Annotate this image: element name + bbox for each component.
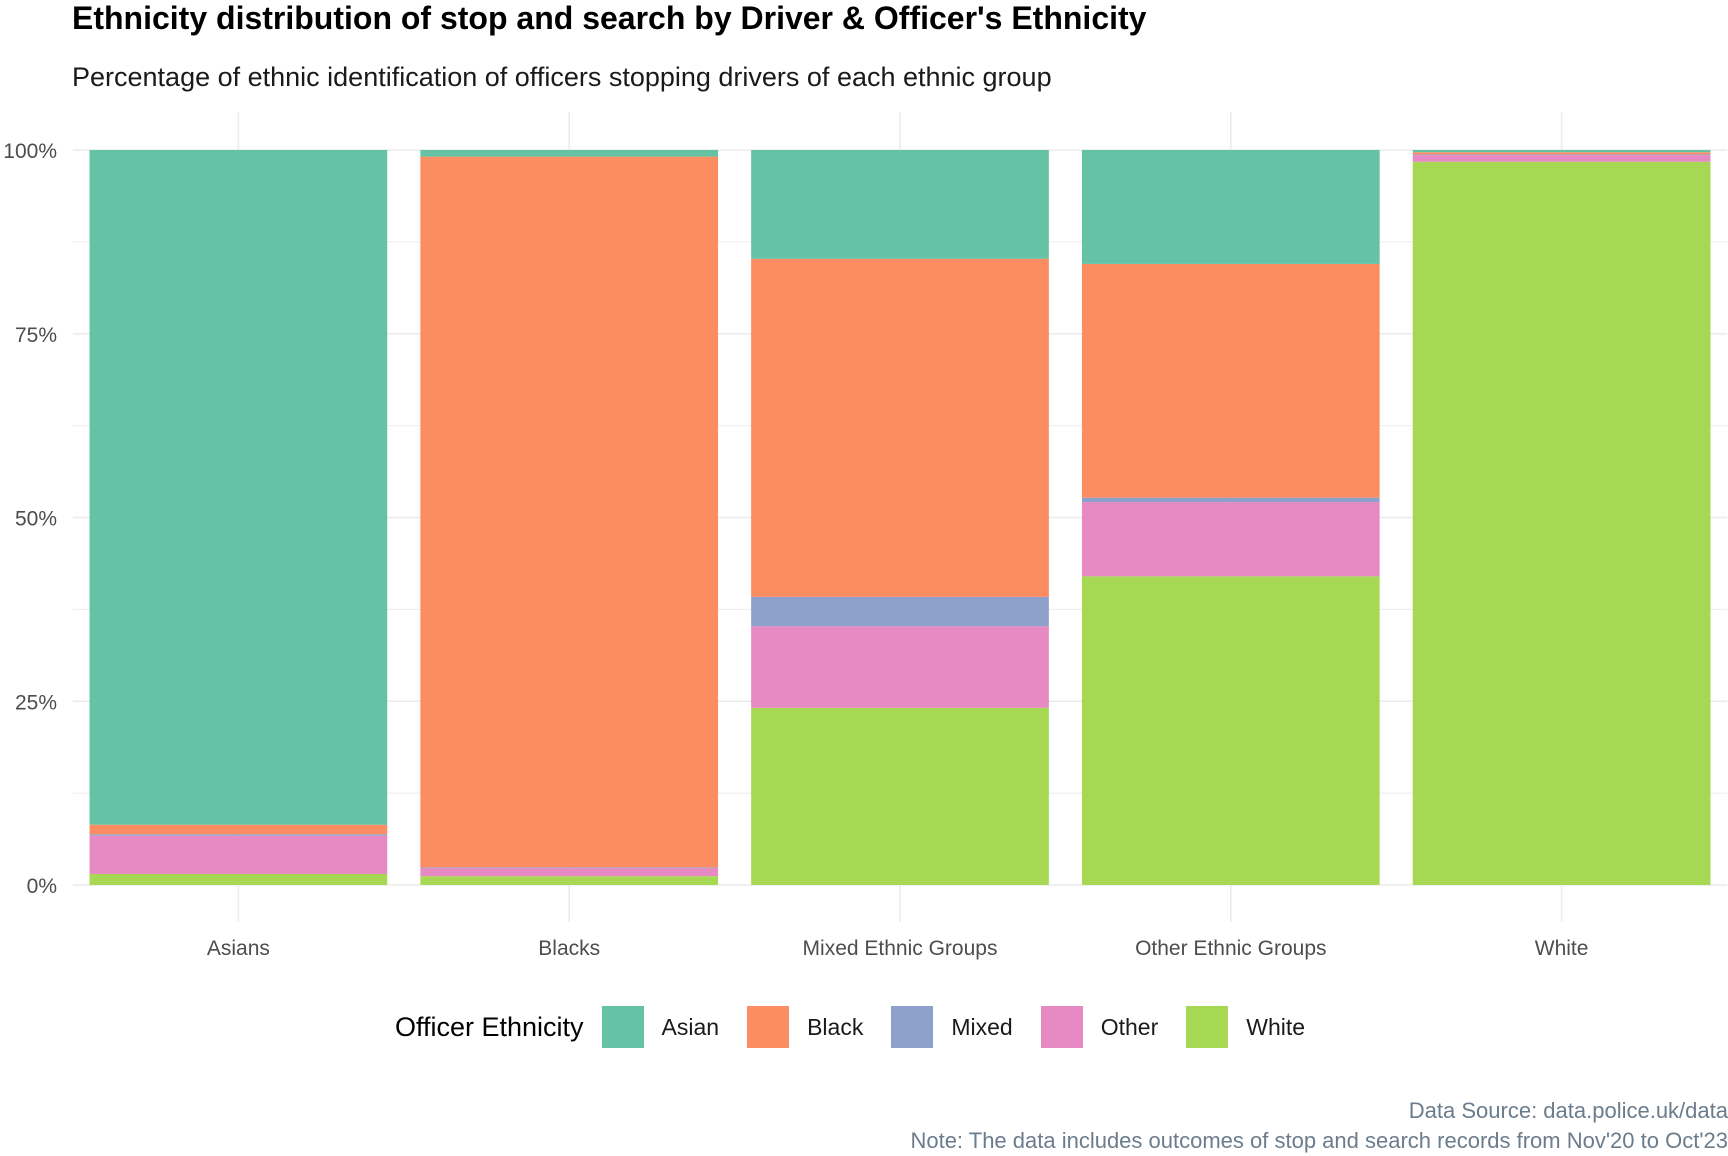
legend-swatch [1040,1006,1083,1048]
x-tick-label: Asians [207,937,270,960]
legend-label: Asian [661,1013,720,1040]
chart-subtitle: Percentage of ethnic identification of o… [72,62,1052,92]
legend-swatch [747,1006,790,1048]
x-tick-label: Other Ethnic Groups [1135,937,1326,960]
x-tick-label: Mixed Ethnic Groups [803,937,998,960]
bar-segment-mixed [1081,497,1380,503]
bar-segment-other [420,868,719,877]
chart-title: Ethnicity distribution of stop and searc… [72,0,1147,36]
y-tick-label: 0% [27,875,57,898]
bar-segment-other [89,835,388,874]
bar-segment-asian [89,150,388,825]
legend-item-other: Other [1040,1006,1173,1048]
bar-segment-black [1412,152,1711,155]
bars [89,150,1711,885]
bar-segment-white [1412,161,1711,885]
y-tick-label: 25% [15,691,57,714]
bar-segment-other [1081,502,1380,577]
legend-item-black: Black [747,1006,877,1048]
bar-segment-white [1081,576,1380,885]
legend-swatch [601,1006,644,1048]
legend-item-asian: Asian [601,1006,734,1048]
bar-segment-asian [751,150,1049,259]
bar-segment-black [89,824,388,835]
caption: Data Source: data.police.uk/data Note: T… [910,1096,1728,1156]
legend-label: White [1246,1013,1306,1040]
bar-segment-black [1081,263,1380,498]
bar-segment-mixed [1412,154,1711,156]
bar-segment-asian [1412,150,1711,153]
y-tick-label: 100% [3,140,57,163]
bar-segment-other [1412,155,1711,162]
caption-note: Note: The data includes outcomes of stop… [910,1128,1728,1153]
legend-item-white: White [1186,1006,1319,1048]
legend-swatch [891,1006,934,1048]
x-tick-label: Blacks [538,937,600,960]
legend-title: Officer Ethnicity [394,1011,584,1042]
bar-segment-white [751,707,1049,885]
legend-label: Black [807,1013,864,1040]
bar-segment-asian [1081,150,1380,264]
y-tick-label: 75% [15,324,57,347]
bar-segment-mixed [420,867,719,869]
bar-segment-black [751,258,1049,597]
bar-segment-mixed [89,834,388,836]
bar-segment-other [751,626,1049,708]
bar-segment-white [420,876,719,885]
bar-segment-white [89,873,388,885]
bar-segment-mixed [751,596,1049,627]
bar-segment-black [420,156,719,868]
bar-segment-asian [420,150,719,157]
plot-area: 0% 25% 50% 75% 100% Asians Blacks Mixed Ethnic … [3,112,1727,960]
caption-source: Data Source: data.police.uk/data [1408,1098,1728,1123]
legend: Officer Ethnicity Asian Black Mixed Other Wh… [0,1002,1728,1052]
legend-swatch [1186,1006,1229,1048]
legend-items: Asian Black Mixed Other White [601,1006,1333,1048]
y-tick-label: 50% [15,508,57,531]
legend-label: Other [1100,1013,1159,1040]
legend-item-mixed: Mixed [891,1006,1026,1048]
x-tick-label: White [1535,937,1589,960]
legend-label: Mixed [951,1013,1013,1040]
